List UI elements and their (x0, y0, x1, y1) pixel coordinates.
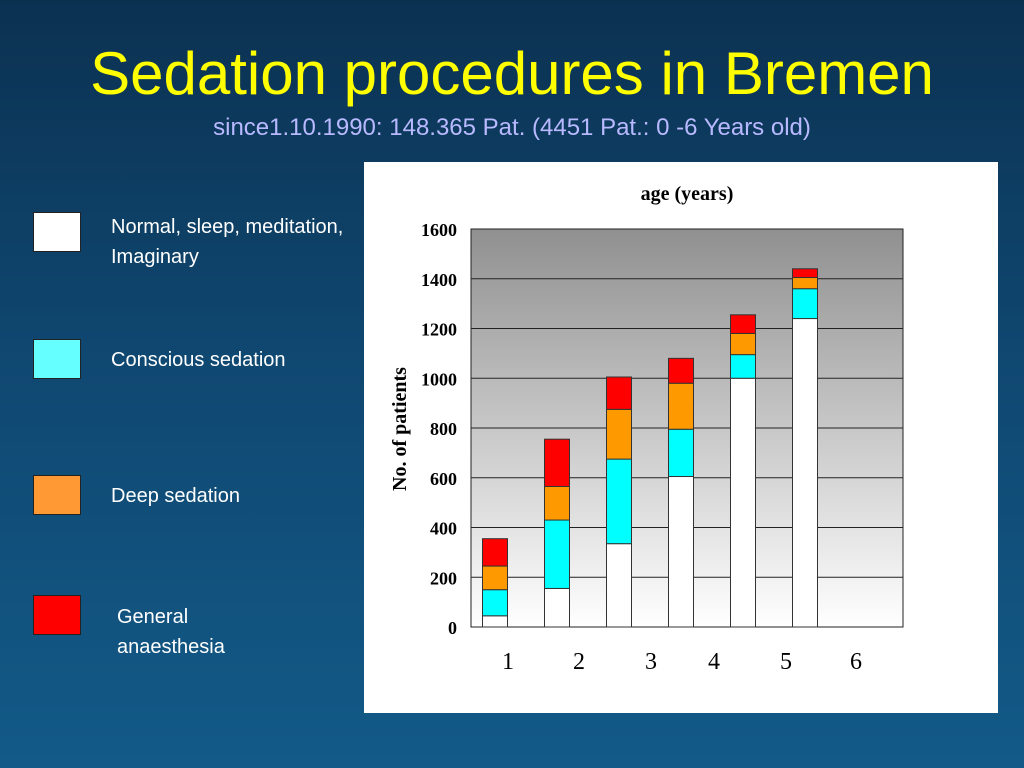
bar-segment-2 (730, 354, 756, 379)
legend-label-general: General anaesthesia (117, 606, 225, 658)
x-tick-label: 3 (645, 649, 657, 675)
legend-label-conscious: Conscious sedation (111, 349, 286, 371)
y-tick-label: 1400 (421, 270, 457, 290)
bar-segment-1 (792, 318, 818, 628)
bar-segment-3 (668, 382, 694, 430)
y-tick-label: 1600 (421, 220, 457, 240)
bar-segment-2 (544, 519, 570, 589)
bar-segment-4 (482, 538, 508, 567)
bar-segment-3 (730, 332, 756, 356)
bar-segment-4 (544, 438, 570, 487)
bar-segment-4 (606, 376, 632, 410)
bar-segment-3 (606, 408, 632, 460)
slide-title: Sedation procedures in Bremen (90, 40, 934, 107)
legend-swatch-conscious (33, 339, 81, 379)
slide-subtitle: since1.10.1990: 148.365 Pat. (4451 Pat.:… (213, 114, 811, 141)
chart-panel: 0 200 400 600 800 1000 1200 1400 1600 1 2 3 4 5 6 age… (364, 162, 998, 713)
x-tick-label: 2 (573, 649, 585, 675)
legend-swatch-normal (33, 212, 81, 252)
bar-segment-1 (730, 377, 756, 628)
bar-segment-4 (730, 314, 756, 334)
bars (482, 268, 818, 628)
legend-swatch-deep (33, 475, 81, 515)
chart-title: age (years) (641, 183, 734, 205)
y-tick-label: 1000 (421, 369, 457, 389)
bar-segment-1 (482, 615, 508, 628)
y-tick-label: 400 (430, 519, 457, 539)
y-tick-label: 0 (448, 618, 457, 638)
y-tick-label: 600 (430, 469, 457, 489)
bar-segment-1 (668, 476, 694, 628)
x-tick-labels: 1 2 3 4 5 6 (502, 649, 862, 675)
bar-segment-2 (482, 589, 508, 617)
legend-swatch-general (33, 595, 81, 635)
bar-segment-3 (482, 565, 508, 591)
bar-segment-2 (792, 288, 818, 320)
y-tick-label: 200 (430, 568, 457, 588)
stacked-bar-chart: 0 200 400 600 800 1000 1200 1400 1600 1 2 3 4 5 6 age… (389, 183, 904, 675)
legend-label-deep: Deep sedation (111, 485, 240, 507)
y-tick-labels: 0 200 400 600 800 1000 1200 1400 1600 (421, 220, 457, 638)
x-tick-label: 6 (850, 649, 862, 675)
bar-segment-1 (544, 587, 570, 628)
x-tick-label: 4 (708, 649, 720, 675)
x-tick-label: 1 (502, 649, 514, 675)
bar-segment-1 (606, 543, 632, 628)
bar-segment-3 (792, 277, 818, 290)
legend-label-normal: Normal, sleep, meditation, Imaginary (111, 216, 344, 268)
bar-segment-2 (606, 458, 632, 545)
bar-segment-3 (544, 485, 570, 521)
y-axis-label: No. of patients (389, 367, 411, 491)
bar-segment-4 (668, 357, 694, 384)
bar-segment-2 (668, 428, 694, 478)
x-tick-label: 5 (780, 649, 792, 675)
y-tick-label: 1200 (421, 320, 457, 340)
y-tick-label: 800 (430, 419, 457, 439)
bar-segment-4 (792, 268, 818, 279)
